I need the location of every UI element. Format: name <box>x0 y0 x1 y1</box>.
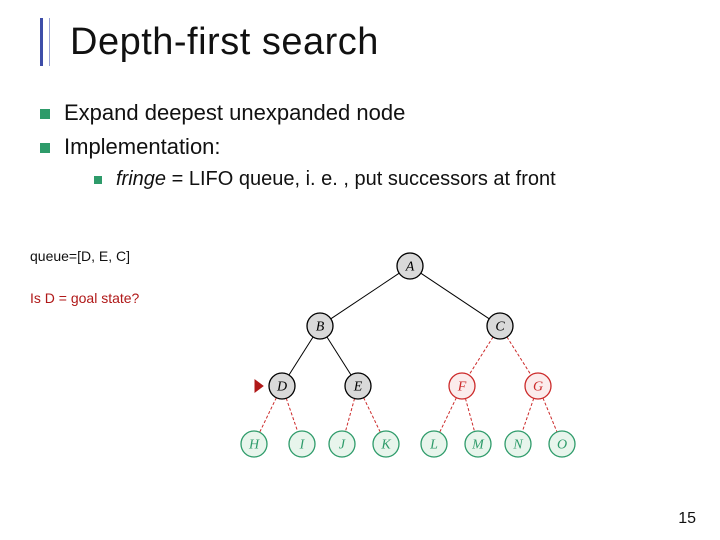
bullet-square-icon <box>94 176 102 184</box>
tree-node-C: C <box>487 313 513 339</box>
bullet-1: Expand deepest unexpanded node <box>40 100 680 126</box>
svg-text:J: J <box>339 438 346 453</box>
tree-node-L: L <box>421 431 447 457</box>
tree-edge <box>331 273 399 319</box>
goal-question-label: Is D = goal state? <box>30 290 139 306</box>
tree-edge <box>364 398 381 433</box>
svg-text:L: L <box>429 438 438 453</box>
page-number: 15 <box>678 510 696 528</box>
tree-node-J: J <box>329 431 355 457</box>
bullet-2: Implementation: <box>40 134 680 160</box>
bullet-list: Expand deepest unexpanded node Implement… <box>40 100 680 199</box>
tree-node-N: N <box>505 431 531 457</box>
svg-text:G: G <box>533 380 543 395</box>
bullet-1-text: Expand deepest unexpanded node <box>64 100 405 126</box>
svg-text:M: M <box>471 438 485 453</box>
svg-text:F: F <box>457 380 467 395</box>
tree-edge <box>469 337 493 375</box>
tree-edge <box>440 398 457 433</box>
tree-node-E: E <box>345 373 371 399</box>
title-accent-icon <box>40 18 50 66</box>
svg-text:H: H <box>248 438 260 453</box>
svg-text:O: O <box>557 438 567 453</box>
bullet-square-icon <box>40 143 50 153</box>
svg-text:D: D <box>276 380 287 395</box>
svg-text:A: A <box>405 260 415 275</box>
tree-diagram: A B C D E F G H I J K L M N O <box>230 248 590 458</box>
tree-edge <box>286 398 298 431</box>
tree-edge <box>345 399 354 432</box>
sub-bullet: fringe = LIFO queue, i. e. , put success… <box>94 168 680 191</box>
sub-bullet-rest: = LIFO queue, i. e. , put successors at … <box>166 168 556 190</box>
svg-text:C: C <box>495 320 505 335</box>
svg-text:B: B <box>316 320 325 335</box>
current-node-marker-icon <box>255 380 263 392</box>
tree-edge <box>543 398 557 432</box>
svg-text:E: E <box>353 380 363 395</box>
tree-node-F: F <box>449 373 475 399</box>
tree-node-M: M <box>465 431 491 457</box>
sub-bullet-text: fringe = LIFO queue, i. e. , put success… <box>116 168 556 191</box>
svg-text:N: N <box>512 438 523 453</box>
sub-bullet-italic: fringe <box>116 168 166 190</box>
tree-node-B: B <box>307 313 333 339</box>
bullet-square-icon <box>40 109 50 119</box>
tree-edge <box>289 337 313 375</box>
tree-node-I: I <box>289 431 315 457</box>
tree-node-A: A <box>397 253 423 279</box>
tree-edge <box>421 273 489 319</box>
page-title: Depth-first search <box>70 21 379 64</box>
title-bar: Depth-first search <box>40 18 379 66</box>
tree-edge <box>260 398 277 433</box>
tree-node-H: H <box>241 431 267 457</box>
tree-node-K: K <box>373 431 399 457</box>
bullet-2-text: Implementation: <box>64 134 221 160</box>
queue-label: queue=[D, E, C] <box>30 248 130 264</box>
tree-edge <box>522 398 534 431</box>
tree-edge <box>507 337 531 375</box>
tree-edge <box>465 399 474 432</box>
tree-edge <box>327 337 351 375</box>
tree-node-G: G <box>525 373 551 399</box>
tree-node-D: D <box>269 373 295 399</box>
tree-node-O: O <box>549 431 575 457</box>
svg-text:K: K <box>380 438 391 453</box>
